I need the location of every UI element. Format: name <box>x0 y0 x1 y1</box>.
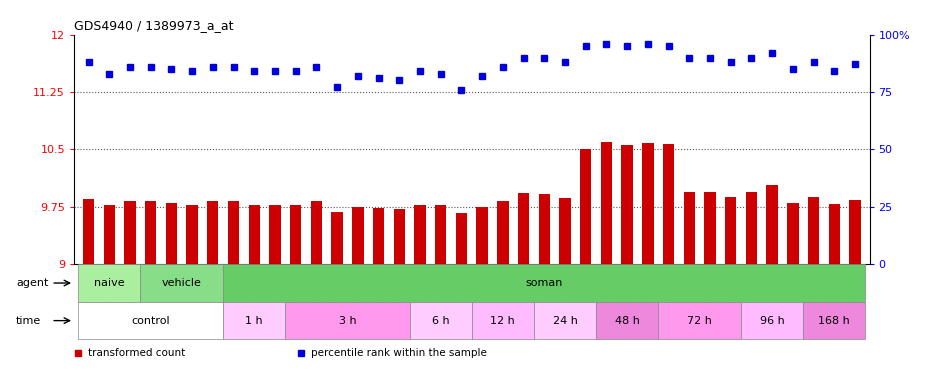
Bar <box>269 205 280 264</box>
Bar <box>78 264 141 302</box>
Bar <box>331 212 343 264</box>
Bar <box>534 302 596 339</box>
Bar <box>311 202 322 264</box>
Bar <box>803 302 866 339</box>
Text: 24 h: 24 h <box>552 316 577 326</box>
Bar <box>373 208 384 264</box>
Bar <box>746 192 758 264</box>
Bar <box>285 302 410 339</box>
Bar <box>767 185 778 264</box>
Text: percentile rank within the sample: percentile rank within the sample <box>311 348 487 358</box>
Text: 168 h: 168 h <box>819 316 850 326</box>
Bar <box>410 302 472 339</box>
Bar <box>538 194 550 264</box>
Bar <box>560 199 571 264</box>
Bar <box>725 197 736 264</box>
Text: 1 h: 1 h <box>245 316 263 326</box>
Bar <box>456 213 467 264</box>
Bar <box>186 205 198 264</box>
Text: vehicle: vehicle <box>162 278 202 288</box>
Bar <box>223 264 866 302</box>
Bar <box>596 302 659 339</box>
Bar <box>659 302 741 339</box>
Text: 3 h: 3 h <box>339 316 356 326</box>
Bar <box>104 205 115 264</box>
Bar <box>849 200 860 264</box>
Bar <box>228 202 240 264</box>
Bar <box>290 205 302 264</box>
Bar <box>518 193 529 264</box>
Bar <box>207 202 218 264</box>
Text: control: control <box>131 316 170 326</box>
Bar <box>476 207 487 264</box>
Bar <box>472 302 534 339</box>
Bar <box>83 199 94 264</box>
Bar <box>124 201 136 264</box>
Text: soman: soman <box>525 278 563 288</box>
Bar <box>704 192 716 264</box>
Bar <box>414 205 426 264</box>
Bar <box>642 143 654 264</box>
Bar <box>497 202 509 264</box>
Text: time: time <box>16 316 42 326</box>
Bar <box>352 207 364 264</box>
Bar <box>600 142 612 264</box>
Bar <box>393 209 405 264</box>
Text: 72 h: 72 h <box>687 316 712 326</box>
Bar <box>622 145 633 264</box>
Bar <box>141 264 223 302</box>
Text: naive: naive <box>94 278 125 288</box>
Bar <box>166 203 177 264</box>
Bar <box>741 302 803 339</box>
Bar <box>249 205 260 264</box>
Bar <box>223 302 285 339</box>
Text: transformed count: transformed count <box>88 348 186 358</box>
Text: 12 h: 12 h <box>490 316 515 326</box>
Text: GDS4940 / 1389973_a_at: GDS4940 / 1389973_a_at <box>74 19 233 32</box>
Text: 96 h: 96 h <box>759 316 784 326</box>
Text: 48 h: 48 h <box>615 316 639 326</box>
Bar <box>145 202 156 264</box>
Text: agent: agent <box>16 278 48 288</box>
Bar <box>684 192 695 264</box>
Bar <box>580 149 591 264</box>
Bar <box>78 302 223 339</box>
Bar <box>663 144 674 264</box>
Text: 6 h: 6 h <box>432 316 450 326</box>
Bar <box>787 203 798 264</box>
Bar <box>435 205 447 264</box>
Bar <box>829 204 840 264</box>
Bar <box>808 197 820 264</box>
